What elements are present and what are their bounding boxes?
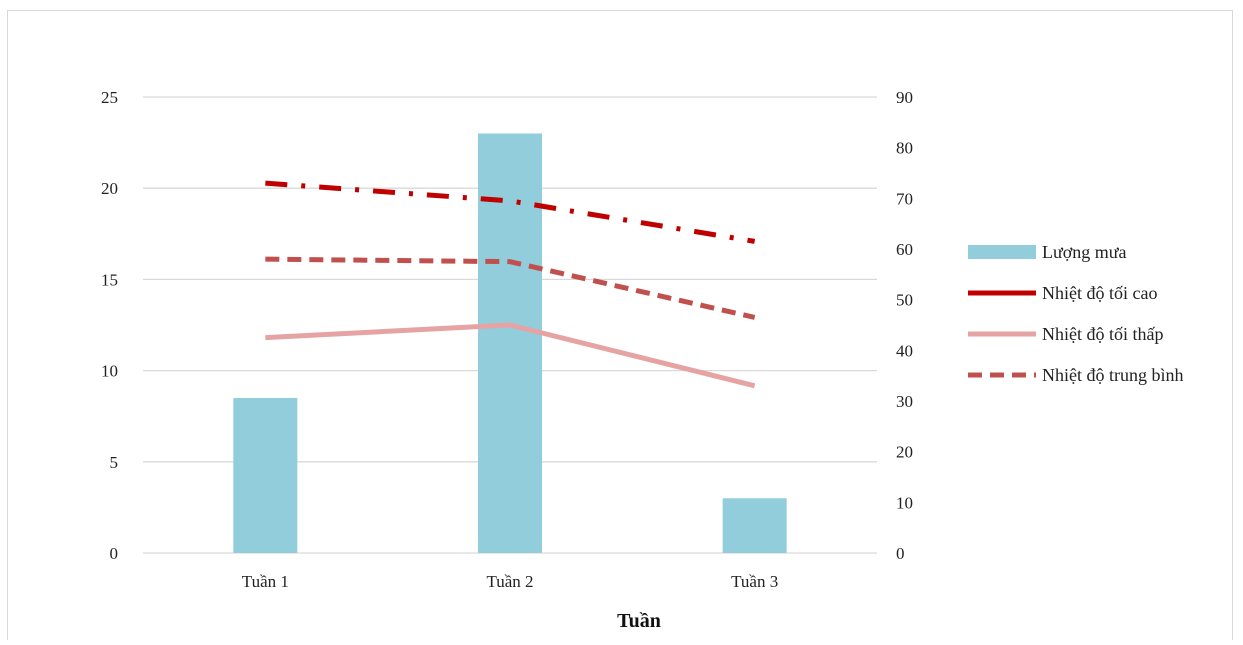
series-line xyxy=(265,322,756,389)
left-tick-label: 0 xyxy=(110,544,119,563)
left-tick-label: 15 xyxy=(101,270,118,289)
legend-swatch xyxy=(968,245,1036,259)
bar xyxy=(233,397,298,553)
left-tick-label: 20 xyxy=(101,179,118,198)
x-axis-ticks: Tuần 1 Tuần 2 Tuần 3 xyxy=(242,572,778,591)
right-tick-label: 20 xyxy=(896,443,913,462)
bar xyxy=(478,133,542,554)
legend-label: Lượng mưa xyxy=(1042,242,1127,262)
legend: Lượng mưa Nhiệt độ tối cao Nhiệt độ tối th… xyxy=(968,242,1184,385)
x-tick-label: Tuần 2 xyxy=(486,572,533,591)
right-tick-label: 70 xyxy=(896,189,913,208)
legend-label: Nhiệt độ trung bình xyxy=(1042,365,1184,385)
bar-series xyxy=(233,133,787,554)
right-tick-label: 60 xyxy=(896,240,913,259)
left-tick-label: 5 xyxy=(110,453,119,472)
legend-label: Nhiệt độ tối cao xyxy=(1042,283,1157,303)
right-tick-label: 90 xyxy=(896,88,913,107)
left-axis-ticks: 0 5 10 15 20 25 xyxy=(101,88,118,563)
right-tick-label: 30 xyxy=(896,392,913,411)
left-tick-label: 10 xyxy=(101,362,118,381)
x-axis-title: Tuần xyxy=(617,610,661,632)
line-series xyxy=(265,180,756,389)
right-tick-label: 40 xyxy=(896,341,913,360)
series-line xyxy=(265,256,756,320)
right-tick-label: 80 xyxy=(896,139,913,158)
x-tick-label: Tuần 3 xyxy=(731,572,778,591)
right-tick-label: 10 xyxy=(896,493,913,512)
right-tick-label: 50 xyxy=(896,291,913,310)
right-axis-ticks: 0 10 20 30 40 50 60 70 80 90 xyxy=(896,88,913,563)
left-tick-label: 25 xyxy=(101,88,118,107)
chart-frame xyxy=(7,10,1233,640)
bar xyxy=(722,498,787,553)
right-tick-label: 0 xyxy=(896,544,905,563)
x-tick-label: Tuần 1 xyxy=(242,572,289,591)
legend-label: Nhiệt độ tối thấp xyxy=(1042,324,1163,344)
